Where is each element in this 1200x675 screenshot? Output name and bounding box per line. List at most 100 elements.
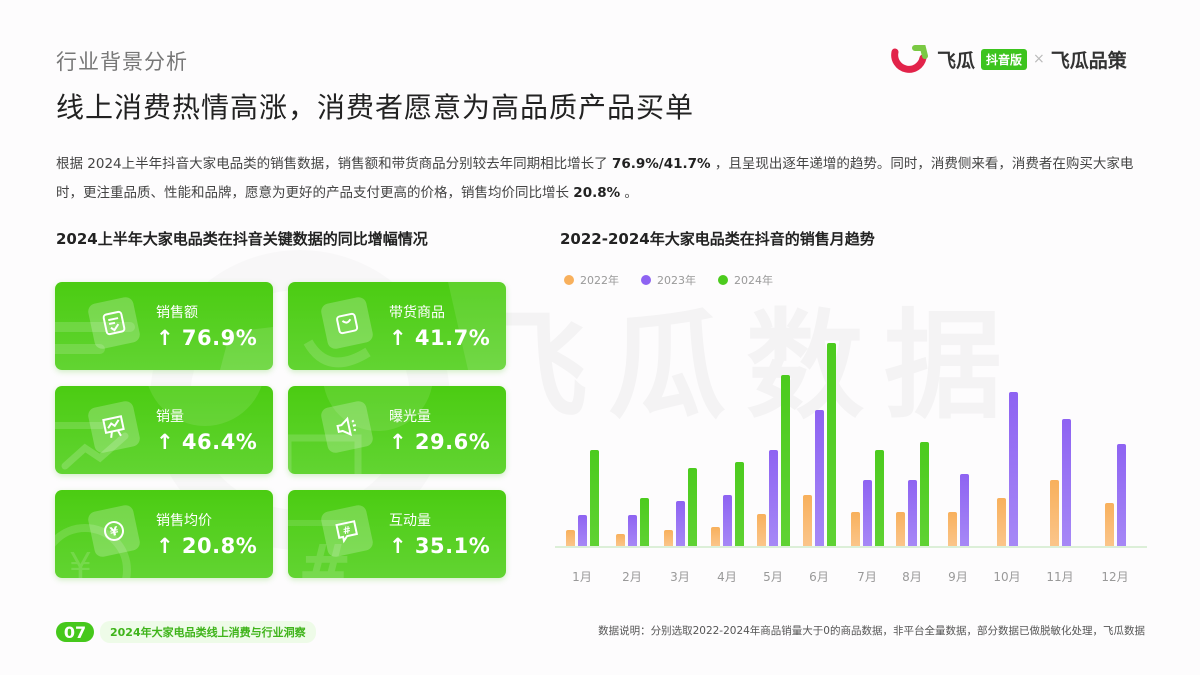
x-axis-label: 9月 — [948, 570, 968, 584]
bar-2024年 — [780, 375, 790, 546]
x-axis-label: 4月 — [717, 570, 737, 584]
bar-2022年 — [663, 530, 673, 546]
bar-2023年 — [1008, 392, 1018, 546]
intro-highlight-price: 20.8% — [573, 185, 621, 201]
kpi-card-interaction: # # 互动量 ↑ 35.1% — [288, 490, 506, 578]
bar-2024年 — [589, 450, 599, 546]
legend-item: 2022年 — [564, 272, 619, 288]
legend-dot-icon — [641, 275, 651, 285]
card-decoration — [288, 386, 433, 474]
bar-2022年 — [802, 495, 812, 546]
card-decoration — [303, 282, 506, 370]
kpi-value: ↑ 29.6% — [389, 430, 490, 454]
page-number: 07 — [56, 622, 94, 642]
kpi-label: 互动量 — [389, 513, 431, 529]
bar-2024年 — [874, 450, 884, 546]
bar-2022年 — [850, 512, 860, 546]
bar-group — [996, 392, 1018, 546]
legend-item: 2023年 — [641, 272, 696, 288]
card-decoration — [55, 386, 262, 470]
kpi-value-number: 35.1% — [414, 534, 491, 558]
chart-baseline — [555, 546, 1147, 548]
hashtag-chat-icon: # — [319, 503, 375, 559]
card-decoration: ¥ — [55, 524, 131, 578]
monthly-sales-bar-chart — [555, 300, 1147, 560]
chart-legend: 2022年 2023年 2024年 — [564, 272, 773, 288]
bar-group — [895, 442, 929, 546]
bar-group — [802, 343, 836, 546]
card-decoration: # — [288, 520, 352, 578]
megaphone-icon — [319, 399, 375, 455]
svg-text:#: # — [298, 532, 352, 578]
brand-name-pince: 飞瓜品策 — [1050, 49, 1127, 72]
kpi-card-sales-volume: 销量 ↑ 46.4% — [55, 386, 273, 474]
svg-text:¥: ¥ — [69, 546, 92, 578]
card-decoration — [55, 322, 273, 370]
kpi-card-products: 带货商品 ↑ 41.7% — [288, 282, 506, 370]
brand-name-feigua: 飞瓜 — [937, 49, 976, 72]
x-axis-label: 8月 — [902, 570, 922, 584]
svg-text:#: # — [342, 525, 352, 538]
bar-2023年 — [722, 495, 732, 546]
kpi-value: ↑ 35.1% — [389, 534, 490, 558]
arrow-up-icon: ↑ — [156, 534, 175, 558]
kpi-label: 销售额 — [156, 305, 198, 321]
report-title: 2024年大家电品类线上消费与行业洞察 — [100, 621, 316, 643]
bar-2023年 — [768, 450, 778, 546]
legend-label: 2024年 — [734, 274, 773, 287]
presentation-chart-icon — [86, 399, 142, 455]
bar-2022年 — [710, 527, 720, 546]
legend-item: 2024年 — [718, 272, 773, 288]
x-axis-label: 7月 — [857, 570, 877, 584]
data-footnote: 数据说明：分别选取2022-2024年商品销量大于0的商品数据，非平台全量数据，… — [598, 625, 1145, 637]
bar-group — [663, 468, 697, 546]
arrow-up-icon: ↑ — [389, 534, 408, 558]
arrow-up-icon: ↑ — [389, 430, 408, 454]
kpi-value-number: 41.7% — [414, 326, 491, 350]
kpi-label: 销量 — [156, 409, 184, 425]
arrow-up-icon: ↑ — [389, 326, 408, 350]
bar-2023年 — [577, 515, 587, 546]
bar-group — [947, 474, 969, 546]
x-axis-label: 10月 — [993, 570, 1021, 584]
shopping-bag-icon — [319, 295, 375, 351]
legend-dot-icon — [718, 275, 728, 285]
bar-2022年 — [895, 512, 905, 546]
bar-2022年 — [756, 514, 766, 546]
bar-group — [615, 498, 649, 546]
bar-2024年 — [687, 468, 697, 546]
bar-2022年 — [615, 534, 625, 546]
brand-separator: × — [1033, 51, 1045, 67]
yen-coin-icon: ¥ — [86, 503, 142, 559]
kpi-card-grid: 销售额 ↑ 76.9% 带货商品 ↑ 41.7% 销量 ↑ 46.4% — [55, 282, 506, 578]
legend-dot-icon — [564, 275, 574, 285]
bar-2024年 — [826, 343, 836, 546]
kpi-card-exposure: 曝光量 ↑ 29.6% — [288, 386, 506, 474]
x-axis-label: 3月 — [670, 570, 690, 584]
bar-2024年 — [639, 498, 649, 546]
feigua-logo-icon — [891, 44, 931, 74]
intro-highlight-growth: 76.9%/41.7% — [611, 156, 711, 172]
bar-group — [710, 462, 744, 546]
kpi-card-avg-price: ¥ ¥ 销售均价 ↑ 20.8% — [55, 490, 273, 578]
bar-group — [565, 450, 599, 546]
kpi-value-number: 46.4% — [181, 430, 258, 454]
kpi-section-heading: 2024上半年大家电品类在抖音关键数据的同比增幅情况 — [56, 230, 428, 248]
x-axis-label: 12月 — [1101, 570, 1129, 584]
page-title: 线上消费热情高涨，消费者愿意为高品质产品买单 — [56, 91, 695, 124]
bar-2023年 — [675, 501, 685, 546]
svg-text:¥: ¥ — [109, 524, 121, 540]
intro-paragraph: 根据 2024上半年抖音大家电品类的销售数据，销售额和带货商品分别较去年同期相比… — [56, 150, 1146, 208]
bar-2023年 — [1116, 444, 1126, 546]
intro-text: ，且呈现出逐年递增的趋势。同时，消费侧来看，消费者在购买大家电时，更注重品质、性… — [56, 156, 1134, 201]
receipt-check-icon — [86, 295, 142, 351]
chart-heading: 2022-2024年大家电品类在抖音的销售月趋势 — [560, 230, 875, 248]
kpi-value-number: 29.6% — [414, 430, 491, 454]
brand-logo-group: 飞瓜 抖音版 × 飞瓜品策 — [891, 44, 1127, 74]
kpi-card-sales-amount: 销售额 ↑ 76.9% — [55, 282, 273, 370]
bar-2023年 — [814, 410, 824, 546]
x-axis-label: 2月 — [622, 570, 642, 584]
bar-2022年 — [1049, 480, 1059, 546]
kpi-value-number: 76.9% — [181, 326, 258, 350]
x-axis-label: 6月 — [809, 570, 829, 584]
